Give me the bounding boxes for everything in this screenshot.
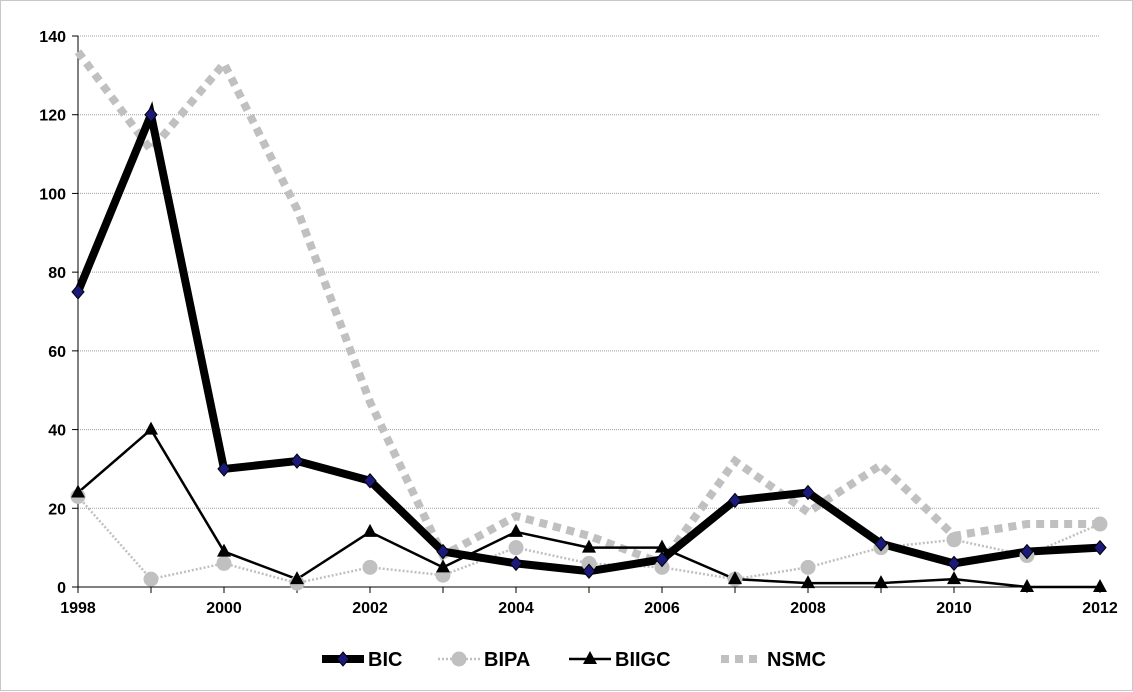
data-point-bipa [1092, 516, 1108, 532]
x-tick-label: 1998 [60, 600, 96, 617]
data-point-bic [728, 492, 742, 509]
data-point-bic [71, 284, 85, 300]
data-point-bic [436, 543, 450, 560]
data-point-bipa [946, 532, 962, 548]
x-tick-label: 2006 [644, 600, 680, 617]
gridlines [78, 35, 1100, 509]
legend-item-bipa: BIPA [438, 649, 530, 671]
data-point-bipa [216, 555, 232, 571]
series-line-bic [74, 101, 1101, 576]
data-point-bipa [800, 559, 816, 575]
y-tick-label: 20 [48, 501, 66, 518]
data-point-biigc [363, 523, 377, 537]
y-tick-label: 120 [39, 108, 66, 125]
y-tick-label: 0 [57, 580, 66, 597]
data-point-biigc [217, 543, 231, 557]
legend-marker [336, 651, 350, 667]
legend-marker [451, 651, 467, 667]
x-tick-label: 2004 [498, 600, 534, 617]
data-point-bic [801, 484, 815, 501]
x-tick-label: 2012 [1082, 600, 1118, 617]
data-point-biigc [144, 421, 158, 435]
data-point-bic [290, 453, 304, 469]
data-point-bic [363, 472, 377, 489]
legend: BIC BIPA BIIGC NSMC [322, 649, 826, 671]
data-point-bipa [508, 540, 524, 556]
legend-label: BIIGC [615, 649, 671, 671]
data-point-biigc [728, 571, 742, 585]
data-point-biigc [1020, 579, 1034, 592]
y-tick-label: 100 [39, 186, 66, 203]
y-tick-label: 80 [48, 265, 66, 282]
data-point-bic [144, 106, 158, 123]
data-point-biigc [436, 559, 450, 573]
series-line-nsmc [74, 49, 1100, 569]
x-tick-label: 2000 [206, 600, 242, 617]
data-point-biigc [801, 575, 815, 589]
y-axis-tick-labels: 0 20 40 60 80 100 120 140 [39, 29, 66, 597]
data-point-bic [1093, 539, 1107, 556]
x-tick-label: 2010 [936, 600, 972, 617]
data-point-bic [1020, 543, 1034, 560]
legend-marker [583, 651, 597, 664]
x-tick-label: 2002 [352, 600, 388, 617]
data-point-bic [947, 555, 961, 572]
legend-label: BIPA [484, 649, 530, 671]
legend-item-nsmc: NSMC [721, 649, 826, 671]
legend-label: NSMC [767, 649, 826, 671]
data-point-biigc [290, 571, 304, 585]
data-point-bic [874, 535, 888, 552]
data-point-biigc [71, 484, 85, 498]
y-tick-label: 40 [48, 423, 66, 440]
data-point-biigc [655, 539, 669, 553]
legend-label: BIC [368, 649, 402, 671]
data-point-bic [217, 461, 231, 477]
data-point-bipa [143, 571, 159, 587]
y-tick-label: 140 [39, 29, 66, 46]
data-point-bic [655, 551, 669, 568]
y-tick-label: 60 [48, 344, 66, 361]
data-point-bipa [362, 559, 378, 575]
data-point-bic [509, 555, 523, 572]
legend-item-bic: BIC [322, 649, 402, 671]
x-axis-tick-labels: 1998 2000 2002 2004 2006 2008 2010 2012 [60, 600, 1118, 617]
data-point-biigc [509, 523, 523, 537]
data-point-biigc [947, 571, 961, 585]
data-point-biigc [1093, 579, 1107, 592]
legend-item-biigc: BIIGC [569, 649, 671, 671]
data-point-biigc [874, 575, 888, 589]
data-point-biigc [582, 539, 596, 553]
series-markers [70, 106, 1108, 592]
data-point-bic [582, 563, 596, 580]
x-tick-label: 2008 [790, 600, 826, 617]
series-lines [74, 49, 1101, 589]
axes [72, 35, 1101, 593]
